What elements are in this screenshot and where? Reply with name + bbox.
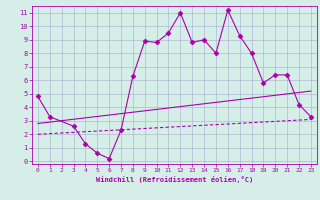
X-axis label: Windchill (Refroidissement éolien,°C): Windchill (Refroidissement éolien,°C) [96, 176, 253, 183]
